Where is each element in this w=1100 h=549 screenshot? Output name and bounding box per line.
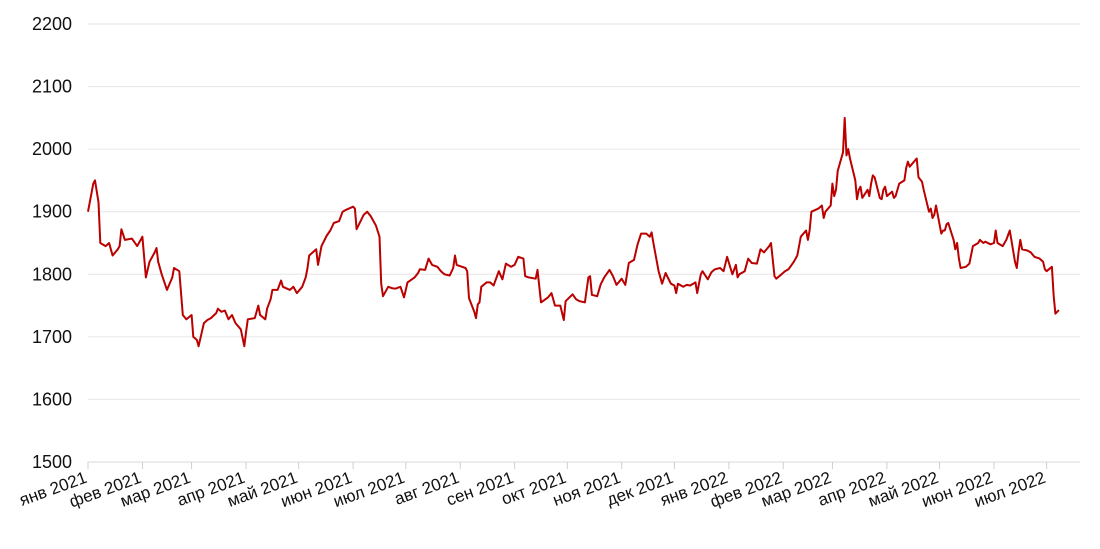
y-tick-label: 1700 xyxy=(32,327,72,347)
price-series-line xyxy=(87,116,1060,348)
gridlines xyxy=(88,23,1080,463)
y-tick-label: 1600 xyxy=(32,389,72,409)
y-tick-label: 1800 xyxy=(32,264,72,284)
y-axis-tick-labels: 1500 1600 1700 1800 1900 2000 2100 2200 xyxy=(32,14,72,472)
y-tick-label: 2100 xyxy=(32,77,72,97)
y-tick-label: 1500 xyxy=(32,452,72,472)
y-tick-label: 2000 xyxy=(32,139,72,159)
y-tick-label: 1900 xyxy=(32,202,72,222)
y-tick-label: 2200 xyxy=(32,14,72,34)
